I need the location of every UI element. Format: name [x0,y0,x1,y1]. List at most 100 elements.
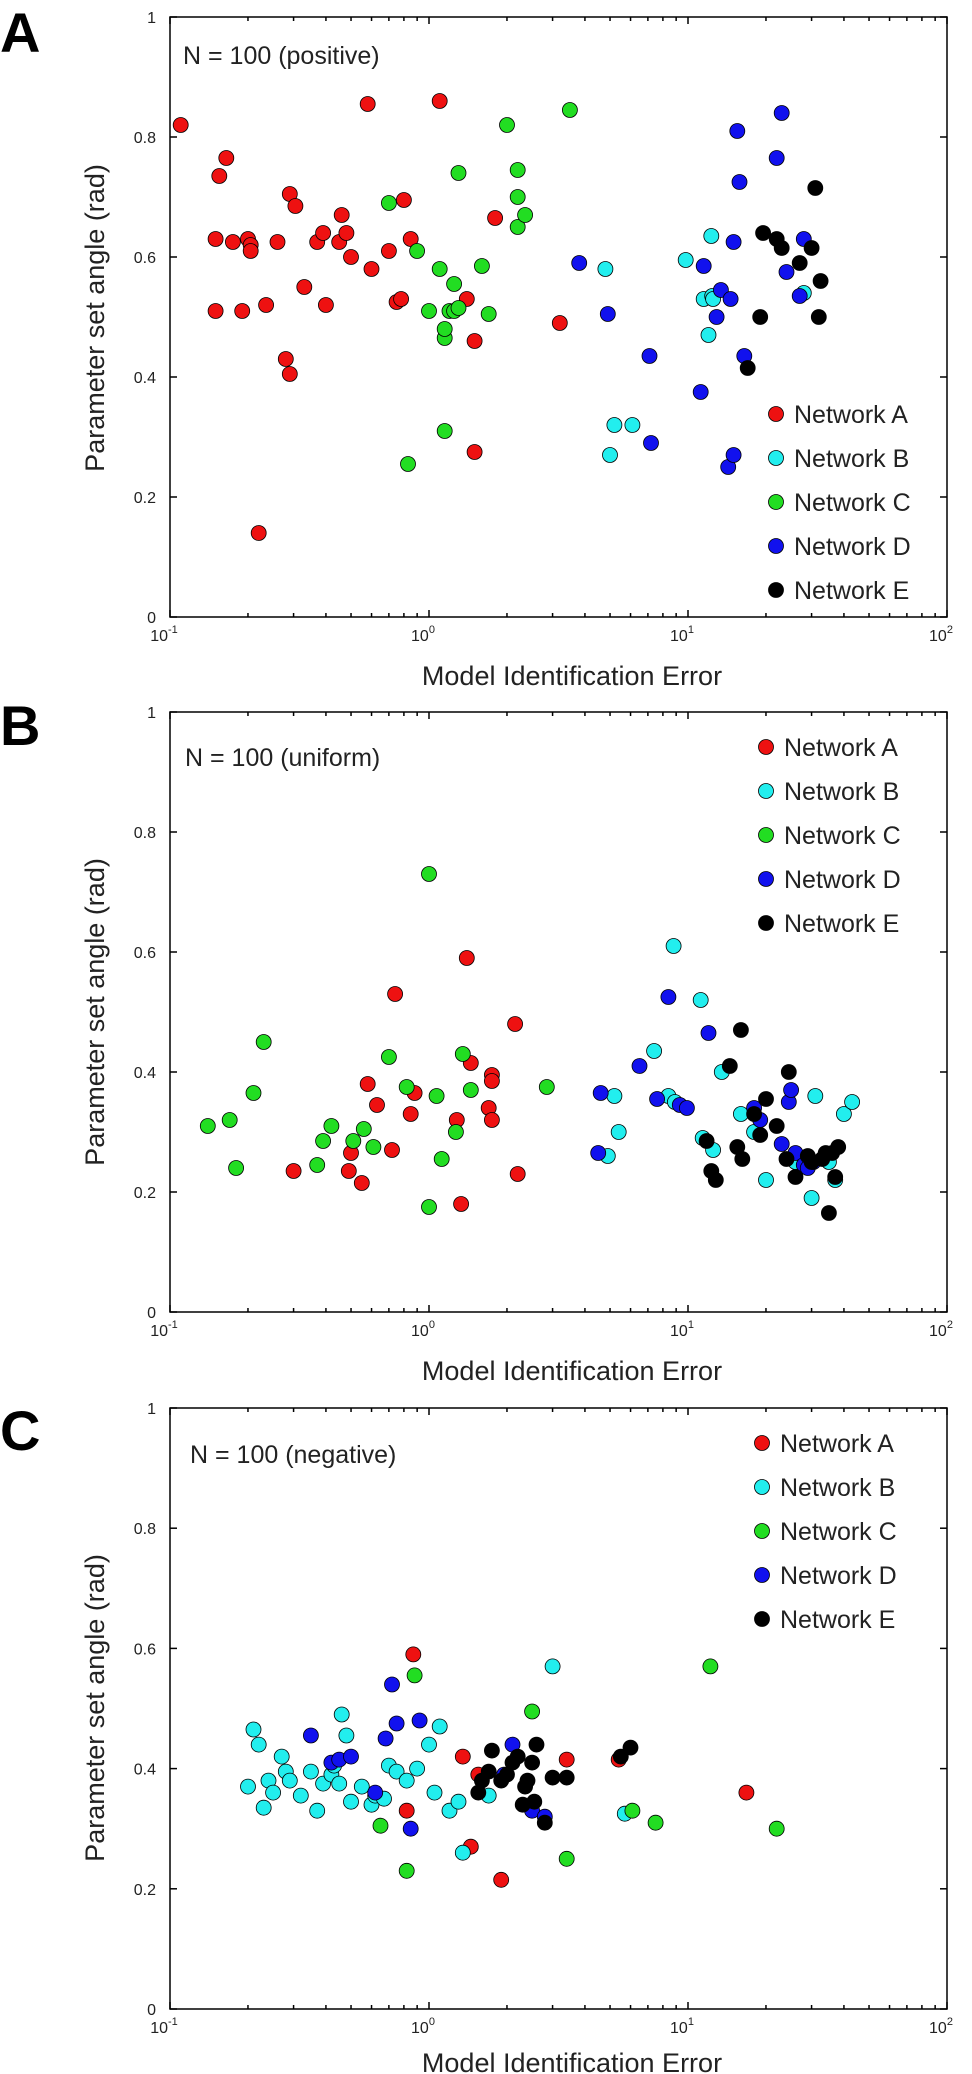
point-network-e [707,1172,724,1188]
point-network-c [421,1199,437,1215]
x-tick-label: 101 [670,624,694,645]
point-network-e [803,240,820,256]
panel-b-plot-frame [169,711,948,1313]
legend-label-network-e: Network E [794,577,909,605]
point-network-d [302,1727,319,1744]
legend-marker-network-c [758,827,774,843]
point-network-b [302,1763,319,1780]
point-network-c [562,102,578,118]
legend-label-network-a: Network A [784,734,898,762]
panel-c-annotation: N = 100 (negative) [190,1441,396,1469]
point-network-c [398,1079,415,1095]
legend-marker-network-e [754,1611,770,1627]
point-network-b [606,417,623,433]
point-network-e [698,1133,715,1149]
point-network-a [509,1166,526,1182]
point-network-c [398,1862,415,1879]
point-network-d [384,1676,400,1693]
x-tick-label: 10-1 [150,1319,178,1340]
point-network-e [536,1814,553,1831]
point-network-e [519,1772,536,1789]
point-network-d [411,1712,428,1729]
point-network-a [398,1802,415,1819]
point-network-c [768,1820,785,1837]
point-network-c [199,1118,216,1134]
x-tick-label-exponent: 1 [688,2016,694,2028]
point-network-b [733,1106,749,1122]
legend-marker-network-a [768,406,784,422]
point-network-b [602,447,618,463]
y-tick-label: 0.4 [134,1065,156,1082]
point-network-b [454,1844,471,1861]
x-tick-label-exponent: 0 [429,624,435,636]
point-network-e [526,1793,543,1810]
point-network-a [207,231,224,247]
legend-marker-network-a [754,1435,770,1451]
point-network-a [405,1646,422,1663]
legend-label-network-b: Network B [794,445,909,473]
point-network-e [544,1769,561,1786]
panel-b-data-points [199,866,860,1221]
panel-a-y-axis-label: Parameter set angle (rad) [80,164,110,472]
legend-label-network-d: Network D [784,866,901,894]
point-network-c [365,1139,382,1155]
x-tick-label-exponent: 2 [947,624,953,636]
point-network-b [273,1748,290,1765]
point-network-b [292,1787,309,1804]
point-network-e [778,1151,795,1167]
point-network-d [692,384,709,400]
panel-b-legend: Network A Network B Network C Network D … [758,734,901,938]
y-tick-label: 0.2 [134,490,156,507]
y-tick-label: 0.8 [134,1521,156,1538]
legend-label-network-b: Network B [780,1474,895,1502]
point-network-a [281,366,298,382]
panel-a-plot-frame [169,16,948,618]
point-network-b [544,1658,561,1675]
panel-a-legend: Network A Network B Network C Network D … [768,401,911,605]
point-network-e [734,1151,751,1167]
point-network-d [773,1136,790,1152]
x-tick-label: 10-1 [150,2016,178,2037]
point-network-c [647,1814,664,1831]
point-network-b [610,1124,627,1140]
point-network-b [245,1721,262,1738]
point-network-a [380,243,397,259]
point-network-d [599,306,616,322]
point-network-a [551,315,568,331]
point-network-c [380,195,397,211]
y-tick-label: 0.8 [134,825,156,842]
point-network-d [729,123,746,139]
point-network-d [773,105,790,121]
point-network-b [353,1778,370,1795]
point-network-b [426,1784,443,1801]
point-network-e [721,1058,738,1074]
point-network-a [395,192,412,208]
point-network-b [844,1094,860,1110]
legend-marker-network-a [758,739,774,755]
point-network-b [409,1760,426,1777]
x-tick-label-exponent: 0 [429,1319,435,1331]
panel-c-legend: Network A Network B Network C Network D … [754,1430,897,1634]
point-network-e [480,1763,497,1780]
point-network-a [359,96,376,112]
point-network-c [431,261,448,277]
point-network-c [380,1049,397,1065]
x-tick-label: 100 [411,1319,435,1340]
point-network-d [731,174,748,190]
y-tick-label: 0 [147,1305,156,1322]
point-network-b [836,1106,852,1122]
x-tick-label-base: 10 [670,628,688,645]
x-tick-label: 100 [411,624,435,645]
x-tick-label-base: 10 [670,1323,688,1340]
point-network-c [509,219,526,235]
point-network-e [827,1169,844,1185]
panel-c-x-axis-label: Model Identification Error [422,2048,722,2074]
point-network-c [538,1079,555,1095]
point-network-b [597,261,614,277]
point-network-b [255,1799,272,1816]
point-network-a [172,117,189,133]
legend-label-network-e: Network E [784,910,899,938]
